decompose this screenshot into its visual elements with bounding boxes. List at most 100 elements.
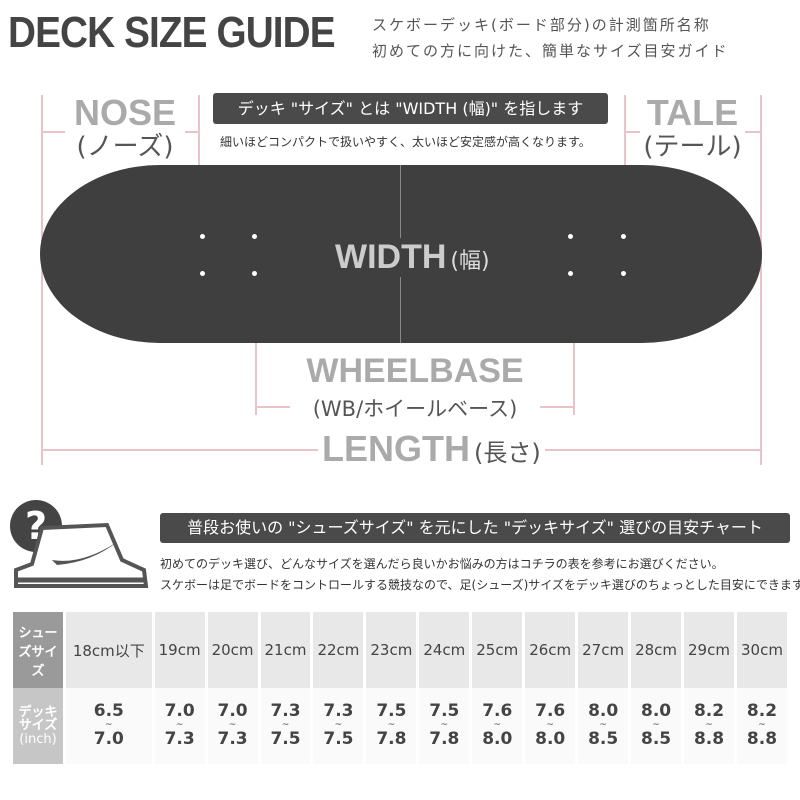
deck-size-max: 7.8 <box>376 728 407 749</box>
deck-size-row: デッキサイズ (inch) 6.5 ~7.0 7.0 ~7.3 7.0 ~7.3 7.3 ~7.… <box>13 688 787 764</box>
subtitle-line-2: 初めての方に向けた、簡単なサイズ目安ガイド <box>372 42 729 60</box>
shoe-size-cell: 19cm <box>154 612 205 688</box>
truck-hole <box>568 271 573 276</box>
shoe-size-cell: 18cm以下 <box>66 612 152 688</box>
shoe-size-cell: 21cm <box>260 612 311 688</box>
shoe-size-cell: 29cm <box>684 612 734 688</box>
range-separator: ~ <box>493 720 502 731</box>
deck-size-min: 7.0 <box>164 701 195 722</box>
range-separator: ~ <box>387 720 396 731</box>
deck-size-max: 8.0 <box>535 728 566 749</box>
deck-size-min: 7.6 <box>482 701 513 722</box>
deck-size-max: 8.5 <box>588 728 619 749</box>
deck-size-max: 7.3 <box>164 728 195 749</box>
length-jp-label: (長さ) <box>474 439 541 467</box>
deck-size-min: 6.5 <box>93 701 124 722</box>
shoe-size-cell: 23cm <box>366 612 417 688</box>
deck-size-max: 8.5 <box>641 728 672 749</box>
range-separator: ~ <box>705 720 713 731</box>
deck-size-min: 8.2 <box>746 701 778 722</box>
deck-size-cell: 8.0 ~8.5 <box>631 688 682 764</box>
range-separator: ~ <box>440 720 449 731</box>
deck-size-max: 7.5 <box>323 728 354 749</box>
deck-size-max: 8.8 <box>746 728 778 749</box>
page-title: DECK SIZE GUIDE <box>8 8 336 57</box>
deck-size-cell: 7.0 ~7.3 <box>207 688 258 764</box>
guide-line <box>573 275 575 415</box>
deck-size-cell: 7.0 ~7.3 <box>154 688 205 764</box>
deck-size-cell: 6.5 ~7.0 <box>66 688 152 764</box>
shoe-size-cell: 20cm <box>207 612 258 688</box>
deck-size-min: 7.5 <box>429 701 460 722</box>
deck-size-cell: 8.2 ~8.8 <box>684 688 734 764</box>
length-label-group: LENGTH (長さ) <box>318 428 545 470</box>
deck-size-max: 7.8 <box>429 728 460 749</box>
deck-size-min: 7.5 <box>376 701 407 722</box>
sneaker-icon <box>14 522 149 588</box>
deck-size-max: 7.5 <box>270 728 301 749</box>
deck-size-cell: 7.5 ~7.8 <box>419 688 470 764</box>
wheelbase-label: WHEELBASE <box>300 352 530 391</box>
subtitle-line-1: スケボーデッキ(ボード部分)の計測箇所名称 <box>372 16 711 34</box>
deck-size-max: 7.3 <box>217 728 248 749</box>
truck-hole <box>200 234 205 239</box>
width-label: WIDTH <box>335 238 447 276</box>
truck-hole <box>252 271 257 276</box>
deck-size-max: 8.0 <box>482 728 513 749</box>
deck-size-cell: 7.3 ~7.5 <box>313 688 364 764</box>
deck-size-min: 7.3 <box>270 701 301 722</box>
width-note: 細いほどコンパクトで扱いやすく、太いほど安定感が高くなります。 <box>220 135 591 149</box>
shoe-size-cell: 26cm <box>525 612 576 688</box>
chart-note-2: スケボーは足でボードをコントロールする競技なので、足(シューズ)サイズをデッキ選… <box>160 578 800 592</box>
truck-hole <box>252 234 257 239</box>
truck-hole <box>200 271 205 276</box>
truck-hole <box>621 271 626 276</box>
shoe-size-cell: 22cm <box>313 612 364 688</box>
size-chart-table: シューズサイズ 18cm以下 19cm 20cm 21cm 22cm 23cm 24cm 25… <box>10 612 790 764</box>
guide-line <box>41 95 43 465</box>
deck-size-cell: 7.6 ~8.0 <box>472 688 523 764</box>
guide-line <box>760 95 762 465</box>
range-separator: ~ <box>546 720 554 731</box>
deck-size-cell: 7.6 ~8.0 <box>525 688 576 764</box>
range-separator: ~ <box>105 720 113 731</box>
guide-line <box>198 95 200 165</box>
shoe-size-cell: 25cm <box>472 612 523 688</box>
deck-size-min: 7.3 <box>323 701 354 722</box>
shoe-size-cell: 30cm <box>736 612 787 688</box>
deck-size-cell: 8.0 ~8.5 <box>578 688 629 764</box>
range-separator: ~ <box>599 720 607 731</box>
range-separator: ~ <box>758 720 766 731</box>
deck-size-max: 8.8 <box>693 728 725 749</box>
chart-banner: 普段お使いの "シューズサイズ" を元にした "デッキサイズ" 選びの目安チャー… <box>160 513 790 543</box>
range-separator: ~ <box>228 720 237 731</box>
deck-size-min: 7.0 <box>217 701 248 722</box>
truck-hole <box>621 234 626 239</box>
range-separator: ~ <box>652 720 660 731</box>
shoe-size-row: シューズサイズ 18cm以下 19cm 20cm 21cm 22cm 23cm 24cm 25… <box>13 612 787 688</box>
deck-size-header: デッキサイズ (inch) <box>13 688 63 764</box>
range-separator: ~ <box>281 720 290 731</box>
truck-hole <box>568 234 573 239</box>
deck-size-min: 8.0 <box>588 701 619 722</box>
range-separator: ~ <box>334 720 343 731</box>
guide-line <box>255 275 257 415</box>
deck-size-cell: 7.5 ~7.8 <box>366 688 417 764</box>
deck-size-cell: 8.2 ~8.8 <box>736 688 787 764</box>
range-separator: ~ <box>175 720 184 731</box>
wheelbase-jp-label: (WB/ホイールベース) <box>290 393 540 423</box>
width-banner: デッキ "サイズ" とは "WIDTH (幅)" を指します <box>213 93 608 124</box>
length-label: LENGTH <box>322 428 470 469</box>
shoe-size-cell: 27cm <box>578 612 629 688</box>
deck-size-max: 7.0 <box>93 728 124 749</box>
deck-size-min: 8.2 <box>693 701 725 722</box>
chart-note-1: 初めてのデッキ選び、どんなサイズを選んだら良いかお悩みの方はコチラの表を参考にお… <box>160 557 724 571</box>
deck-size-cell: 7.3 ~7.5 <box>260 688 311 764</box>
width-label-group: WIDTH (幅) <box>335 238 490 277</box>
width-jp-label: (幅) <box>450 249 490 274</box>
tale-jp-label: (テール) <box>640 126 745 163</box>
deck-size-min: 8.0 <box>641 701 672 722</box>
shoe-size-cell: 24cm <box>419 612 470 688</box>
deck-size-min: 7.6 <box>535 701 566 722</box>
nose-jp-label: (ノーズ) <box>65 126 185 163</box>
